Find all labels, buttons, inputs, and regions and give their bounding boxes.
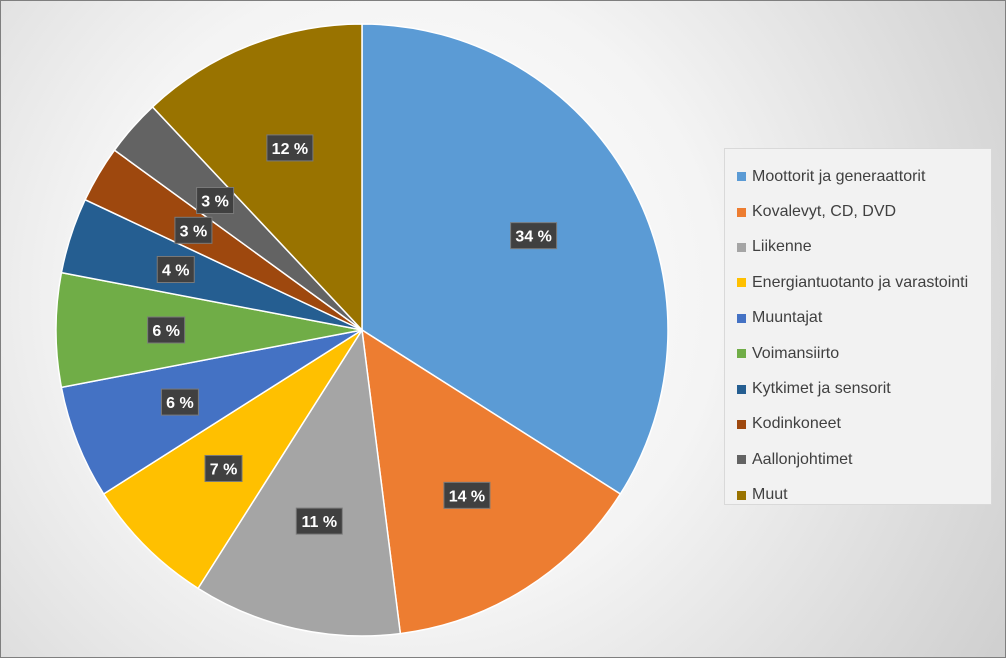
legend-item: Moottorit ja generaattorit xyxy=(737,159,991,194)
legend-swatch xyxy=(737,455,746,465)
data-label-box xyxy=(204,454,243,482)
legend-label: Kodinkoneet xyxy=(752,415,841,433)
pie-data-labels: 34 % 14 % 11 % 7 % 6 % 6 % 4 % 3 % 3 % 12 % xyxy=(147,134,558,535)
pie-data-label: 4 % xyxy=(156,255,195,283)
legend-item: Energiantuotanto ja varastointi xyxy=(737,265,991,300)
legend-swatch xyxy=(737,419,746,429)
pie-data-label: 6 % xyxy=(160,388,199,416)
data-label-text: 34 % xyxy=(515,229,551,246)
data-label-text: 12 % xyxy=(272,141,308,158)
legend-item: Muut xyxy=(737,478,991,513)
pie-slice xyxy=(361,23,669,495)
legend-label: Energiantuotanto ja varastointi xyxy=(752,273,969,291)
legend-swatch xyxy=(737,172,746,182)
data-label-text: 3 % xyxy=(180,223,208,240)
data-label-text: 11 % xyxy=(301,514,337,531)
data-label-box xyxy=(156,255,195,283)
data-label-box xyxy=(295,507,343,535)
legend-item: Muuntajat xyxy=(737,301,991,336)
legend-swatch xyxy=(737,207,746,217)
pie-data-label: 12 % xyxy=(266,134,314,162)
legend-item: Voimansiirto xyxy=(737,336,991,371)
data-label-box xyxy=(266,134,314,162)
data-label-box xyxy=(443,481,491,509)
legend-item: Liikenne xyxy=(737,230,991,265)
data-label-text: 4 % xyxy=(162,262,190,279)
data-label-text: 7 % xyxy=(210,461,238,478)
pie-data-label: 34 % xyxy=(510,222,558,250)
legend-swatch xyxy=(737,349,746,359)
legend-label: Muut xyxy=(752,486,788,504)
data-label-text: 6 % xyxy=(152,323,180,340)
data-label-text: 6 % xyxy=(166,395,194,412)
pie-slice xyxy=(151,23,363,332)
legend-swatch xyxy=(737,242,746,252)
legend-swatch xyxy=(737,490,746,500)
pie-slice xyxy=(361,328,622,635)
legend-item: Kovalevyt, CD, DVD xyxy=(737,194,991,229)
legend-label: Voimansiirto xyxy=(752,344,840,362)
data-label-text: 3 % xyxy=(201,193,229,210)
legend-label: Liikenne xyxy=(752,238,812,256)
data-label-box xyxy=(510,222,558,250)
data-label-box xyxy=(174,216,213,244)
pie-data-label: 11 % xyxy=(295,507,343,535)
legend-item: Kodinkoneet xyxy=(737,407,991,442)
pie-data-label: 3 % xyxy=(174,216,213,244)
data-label-box xyxy=(160,388,199,416)
legend-label: Kytkimet ja sensorit xyxy=(752,380,891,398)
legend-item: Aallonjohtimet xyxy=(737,442,991,477)
legend-swatch xyxy=(737,278,746,288)
data-label-box xyxy=(147,316,186,344)
pie-data-label: 14 % xyxy=(443,481,491,509)
legend-label: Moottorit ja generaattorit xyxy=(752,167,926,185)
legend-label: Muuntajat xyxy=(752,309,823,327)
legend-label: Kovalevyt, CD, DVD xyxy=(752,203,897,221)
legend-swatch xyxy=(737,384,746,394)
data-label-text: 14 % xyxy=(449,488,485,505)
legend-label: Aallonjohtimet xyxy=(752,450,853,468)
pie-data-label: 6 % xyxy=(147,316,186,344)
pie-slices xyxy=(55,23,669,637)
legend-item: Kytkimet ja sensorit xyxy=(737,371,991,406)
data-label-box xyxy=(196,186,235,214)
legend-swatch xyxy=(737,313,746,323)
pie-data-label: 7 % xyxy=(204,454,243,482)
pie-data-label: 3 % xyxy=(196,186,235,214)
pie-slice xyxy=(197,327,402,637)
legend: Moottorit ja generaattorit Kovalevyt, CD… xyxy=(724,148,992,505)
